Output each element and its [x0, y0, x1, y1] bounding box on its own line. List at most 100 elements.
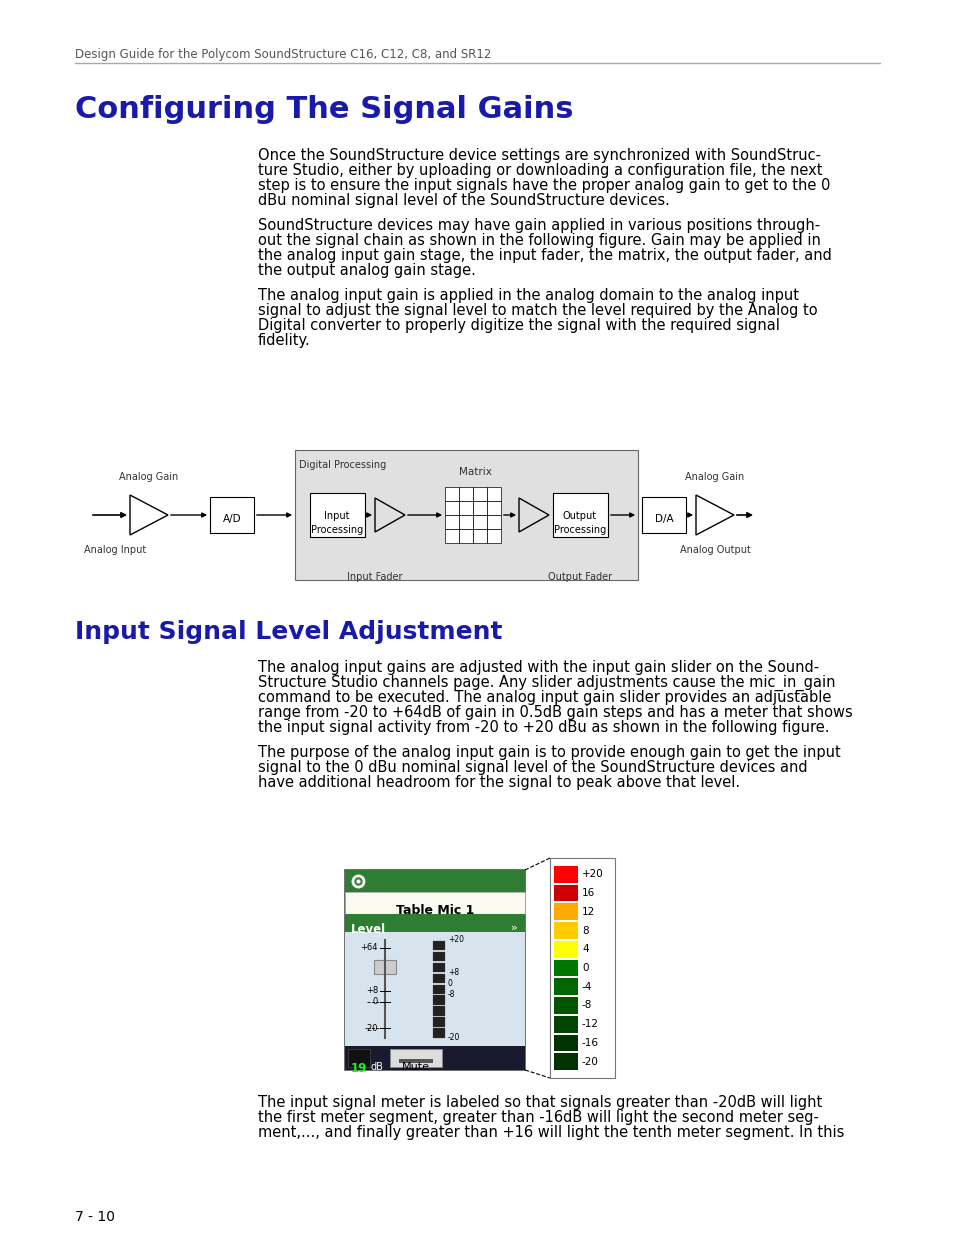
FancyBboxPatch shape	[473, 515, 486, 529]
Text: fidelity.: fidelity.	[257, 333, 311, 348]
FancyBboxPatch shape	[554, 941, 578, 957]
FancyBboxPatch shape	[550, 858, 615, 1078]
Text: Processing: Processing	[311, 525, 363, 535]
FancyBboxPatch shape	[486, 529, 500, 543]
Text: -8: -8	[448, 990, 455, 999]
FancyBboxPatch shape	[554, 884, 578, 902]
FancyBboxPatch shape	[345, 869, 524, 892]
Text: step is to ensure the input signals have the proper analog gain to get to the 0: step is to ensure the input signals have…	[257, 178, 829, 193]
FancyBboxPatch shape	[473, 501, 486, 515]
Text: Level: Level	[351, 923, 386, 936]
FancyBboxPatch shape	[444, 515, 458, 529]
FancyBboxPatch shape	[554, 1035, 578, 1051]
FancyBboxPatch shape	[345, 1046, 524, 1070]
Text: out the signal chain as shown in the following figure. Gain may be applied in: out the signal chain as shown in the fol…	[257, 233, 820, 248]
Text: SoundStructure devices may have gain applied in various positions through-: SoundStructure devices may have gain app…	[257, 219, 820, 233]
FancyBboxPatch shape	[554, 923, 578, 939]
Text: Mute: Mute	[401, 1062, 430, 1072]
FancyBboxPatch shape	[554, 1016, 578, 1032]
Text: Design Guide for the Polycom SoundStructure C16, C12, C8, and SR12: Design Guide for the Polycom SoundStruct…	[75, 48, 491, 61]
Text: Output: Output	[562, 511, 597, 521]
FancyBboxPatch shape	[486, 501, 500, 515]
FancyBboxPatch shape	[458, 487, 473, 501]
Text: 16: 16	[581, 888, 595, 898]
Text: Configuring The Signal Gains: Configuring The Signal Gains	[75, 95, 573, 124]
FancyBboxPatch shape	[433, 995, 444, 1005]
Text: The analog input gain is applied in the analog domain to the analog input: The analog input gain is applied in the …	[257, 288, 799, 303]
Text: -12: -12	[581, 1019, 598, 1029]
FancyBboxPatch shape	[345, 914, 524, 932]
Text: signal to the 0 dBu nominal signal level of the SoundStructure devices and: signal to the 0 dBu nominal signal level…	[257, 760, 807, 776]
FancyBboxPatch shape	[473, 529, 486, 543]
FancyBboxPatch shape	[433, 973, 444, 983]
Text: +8: +8	[448, 968, 458, 977]
FancyBboxPatch shape	[553, 493, 607, 537]
FancyBboxPatch shape	[554, 978, 578, 995]
Text: 7 - 10: 7 - 10	[75, 1210, 115, 1224]
Text: Input Signal Level Adjustment: Input Signal Level Adjustment	[75, 620, 502, 643]
Text: Matrix: Matrix	[458, 467, 491, 477]
FancyBboxPatch shape	[374, 961, 395, 974]
Text: »: »	[511, 923, 517, 932]
Text: 12: 12	[581, 906, 595, 916]
Text: -8: -8	[581, 1000, 592, 1010]
FancyBboxPatch shape	[444, 529, 458, 543]
FancyBboxPatch shape	[433, 1007, 444, 1015]
Text: Analog Gain: Analog Gain	[119, 472, 178, 482]
Text: dBu nominal signal level of the SoundStructure devices.: dBu nominal signal level of the SoundStr…	[257, 193, 669, 207]
FancyBboxPatch shape	[458, 515, 473, 529]
Text: the first meter segment, greater than -16dB will light the second meter seg-: the first meter segment, greater than -1…	[257, 1110, 818, 1125]
Text: +20: +20	[448, 935, 463, 945]
Text: A/D: A/D	[222, 514, 241, 524]
Text: +20: +20	[581, 869, 603, 879]
Text: Structure Studio channels page. Any slider adjustments cause the mic_in_gain: Structure Studio channels page. Any slid…	[257, 676, 835, 692]
FancyBboxPatch shape	[398, 1058, 433, 1063]
Text: range from -20 to +64dB of gain in 0.5dB gain steps and has a meter that shows: range from -20 to +64dB of gain in 0.5dB…	[257, 705, 852, 720]
Text: +8: +8	[365, 987, 377, 995]
FancyBboxPatch shape	[554, 904, 578, 920]
Text: Digital Processing: Digital Processing	[298, 459, 386, 471]
FancyBboxPatch shape	[433, 1028, 444, 1037]
FancyBboxPatch shape	[641, 496, 685, 534]
Text: the output analog gain stage.: the output analog gain stage.	[257, 263, 476, 278]
Text: command to be executed. The analog input gain slider provides an adjustable: command to be executed. The analog input…	[257, 690, 830, 705]
Text: dB: dB	[370, 1062, 383, 1072]
Text: ture Studio, either by uploading or downloading a configuration file, the next: ture Studio, either by uploading or down…	[257, 163, 821, 178]
FancyBboxPatch shape	[554, 866, 578, 883]
FancyBboxPatch shape	[433, 952, 444, 961]
Text: -20: -20	[448, 1034, 460, 1042]
Text: Once the SoundStructure device settings are synchronized with SoundStruc-: Once the SoundStructure device settings …	[257, 148, 821, 163]
FancyBboxPatch shape	[458, 501, 473, 515]
FancyBboxPatch shape	[345, 932, 524, 1046]
FancyBboxPatch shape	[345, 869, 524, 1070]
Text: 0: 0	[448, 978, 453, 988]
Text: the input signal activity from -20 to +20 dBu as shown in the following figure.: the input signal activity from -20 to +2…	[257, 720, 828, 735]
Text: The input signal meter is labeled so that signals greater than -20dB will light: The input signal meter is labeled so tha…	[257, 1095, 821, 1110]
Text: Input: Input	[324, 511, 350, 521]
FancyBboxPatch shape	[554, 997, 578, 1014]
Text: -16: -16	[581, 1037, 598, 1049]
Text: Analog Gain: Analog Gain	[684, 472, 744, 482]
Text: 0: 0	[373, 997, 377, 1007]
Text: +64: +64	[360, 944, 377, 952]
FancyBboxPatch shape	[473, 487, 486, 501]
FancyBboxPatch shape	[444, 487, 458, 501]
Text: have additional headroom for the signal to peak above that level.: have additional headroom for the signal …	[257, 776, 740, 790]
Text: 8: 8	[581, 925, 588, 936]
Text: The analog input gains are adjusted with the input gain slider on the Sound-: The analog input gains are adjusted with…	[257, 659, 819, 676]
Text: Analog Output: Analog Output	[679, 545, 750, 555]
Text: Table Mic 1: Table Mic 1	[395, 904, 474, 918]
FancyBboxPatch shape	[554, 960, 578, 977]
FancyBboxPatch shape	[348, 1049, 370, 1067]
Text: D/A: D/A	[654, 514, 673, 524]
FancyBboxPatch shape	[433, 963, 444, 972]
FancyBboxPatch shape	[310, 493, 365, 537]
FancyBboxPatch shape	[554, 1053, 578, 1070]
FancyBboxPatch shape	[486, 487, 500, 501]
FancyBboxPatch shape	[433, 984, 444, 994]
FancyBboxPatch shape	[444, 501, 458, 515]
Text: Input Fader: Input Fader	[347, 572, 402, 582]
FancyBboxPatch shape	[433, 1018, 444, 1026]
Text: 0: 0	[581, 963, 588, 973]
FancyBboxPatch shape	[210, 496, 253, 534]
